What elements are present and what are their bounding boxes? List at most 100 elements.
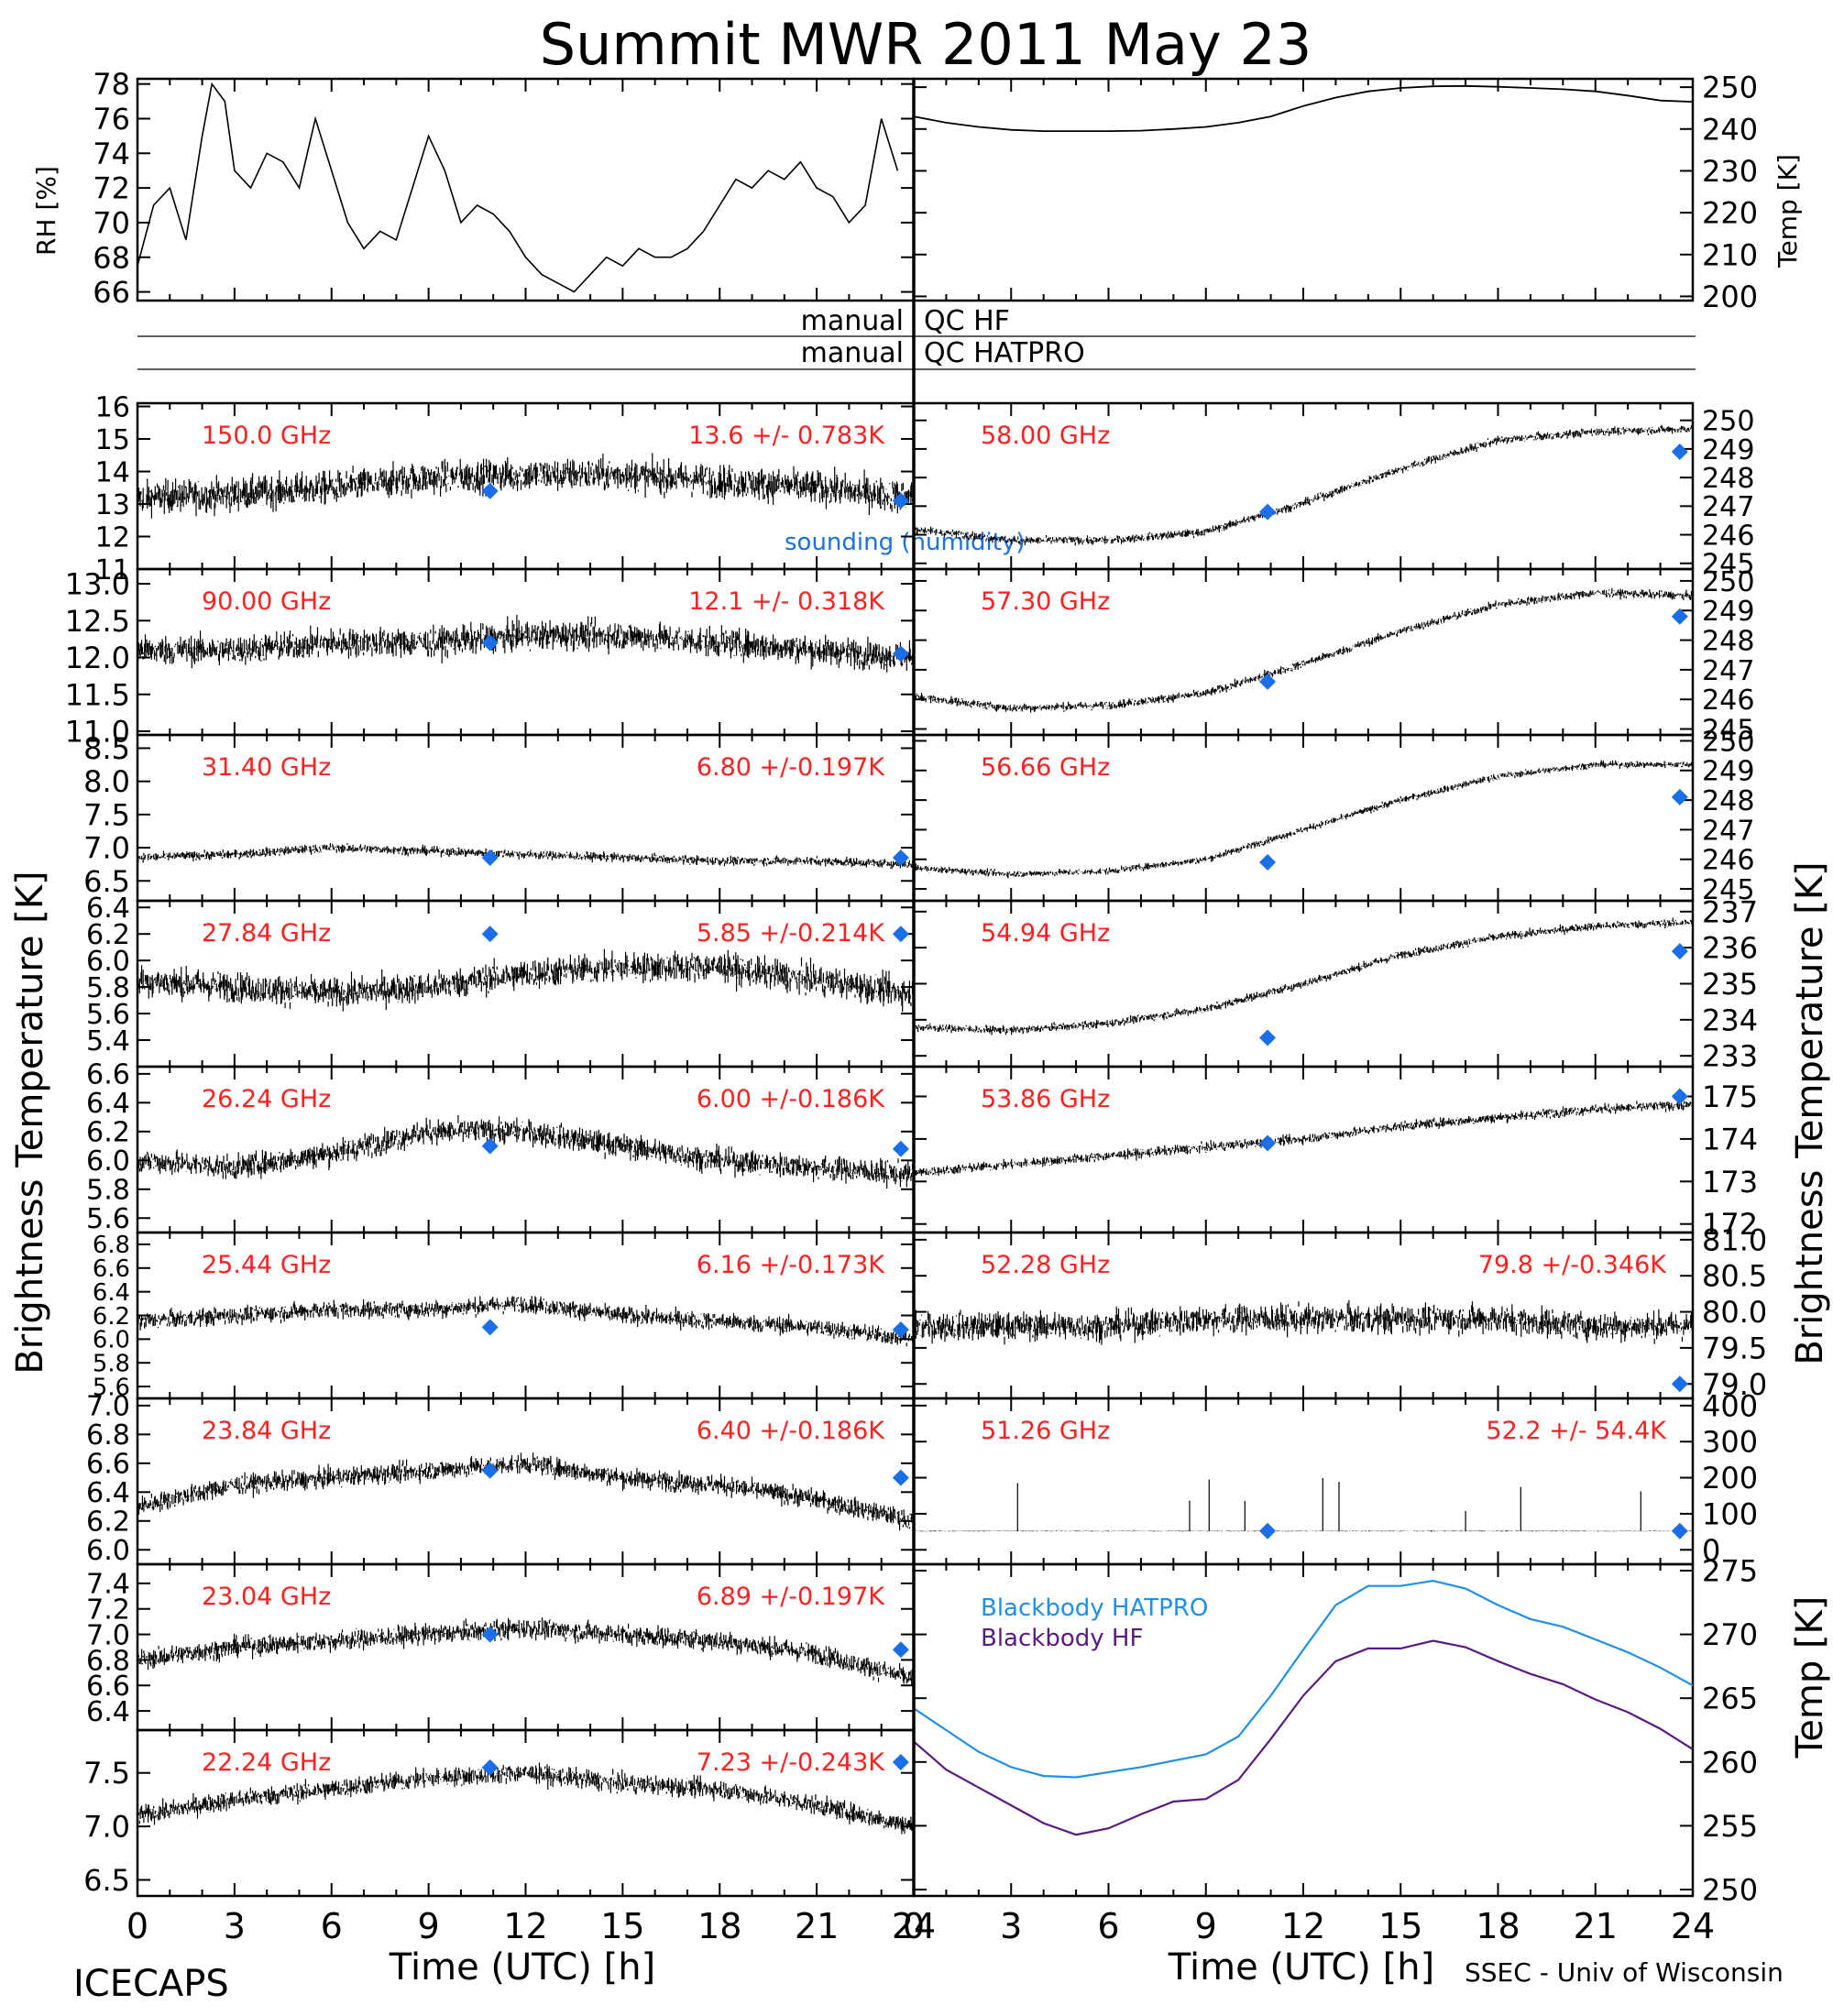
- panel-frame-rh: [136, 77, 916, 302]
- stat-label: 6.80 +/-0.197K: [697, 753, 885, 782]
- blackbody-series-1: [913, 1639, 1694, 1836]
- y-tick-label: 6.4: [86, 1696, 130, 1728]
- sounding-point: [1671, 608, 1688, 625]
- y-tick-label: 78: [93, 67, 130, 102]
- y-tick-label: 249: [1702, 596, 1755, 628]
- data-trace-ch_2624: [137, 1115, 915, 1189]
- y-tick-label: 6.6: [93, 1255, 130, 1283]
- y-tick-label: 245: [1702, 549, 1755, 581]
- frequency-label: 51.26 GHz: [981, 1417, 1110, 1445]
- y-tick-label: 13.0: [65, 567, 130, 602]
- figure-title: Summit MWR 2011 May 23: [540, 11, 1312, 78]
- y-tick-label: 5.6: [93, 1374, 130, 1401]
- sounding-point: [892, 1641, 909, 1659]
- x-tick-label: 24: [1671, 1906, 1715, 1946]
- temp-axis-label: Temp [K]: [1773, 154, 1803, 268]
- legend-blackbody-hf: Blackbody HF: [981, 1625, 1143, 1652]
- y-tick-label: 250: [1702, 726, 1755, 758]
- qc-hf-right: QC HF: [924, 305, 1010, 337]
- y-tick-label: 200: [1702, 1461, 1758, 1496]
- y-tick-label: 234: [1702, 1003, 1758, 1037]
- rh-line: [137, 82, 899, 293]
- x-tick-label: 3: [1000, 1906, 1022, 1946]
- y-tick-label: 70: [93, 205, 130, 240]
- y-tick-label: 250: [1702, 566, 1755, 598]
- y-tick-label: 0: [1702, 1533, 1720, 1568]
- y-tick-label: 16: [95, 391, 130, 423]
- y-tick-label: 80.0: [1702, 1295, 1767, 1330]
- y-tick-label: 6.5: [83, 1863, 130, 1898]
- y-tick-label: 6.6: [86, 1449, 130, 1481]
- x-tick-label: 24: [892, 1906, 936, 1946]
- sounding-point: [481, 926, 499, 943]
- x-tick-label: 21: [1574, 1906, 1618, 1946]
- y-tick-label: 13: [95, 489, 130, 521]
- panel-ch_5228: 79.079.580.080.581.0 52.28 GHz 79.8 +/-0.3…: [912, 1222, 1767, 1402]
- sounding-point: [481, 634, 499, 652]
- y-tick-label: 68: [93, 240, 130, 275]
- x-tick-label: 9: [418, 1906, 440, 1946]
- y-tick-label: 66: [93, 275, 130, 310]
- y-tick-label: 81.0: [1702, 1222, 1767, 1257]
- y-tick-label: 80.5: [1702, 1259, 1767, 1294]
- y-tick-label: 6.6: [86, 1059, 130, 1091]
- y-tick-label: 255: [1702, 1809, 1758, 1844]
- y-tick-label: 7.4: [86, 1569, 130, 1601]
- sounding-point: [481, 1137, 499, 1155]
- y-tick-label: 5.6: [86, 999, 130, 1031]
- y-tick-label: 237: [1702, 894, 1758, 929]
- y-tick-label: 79.5: [1702, 1331, 1767, 1365]
- y-tick-label: 246: [1702, 685, 1755, 717]
- stat-label: 6.00 +/-0.186K: [697, 1085, 885, 1113]
- y-tick-label: 275: [1702, 1553, 1758, 1588]
- y-tick-label: 14: [95, 456, 130, 488]
- sounding-point: [1671, 1375, 1688, 1393]
- y-tick-label: 5.8: [86, 972, 130, 1004]
- y-tick-label: 6.0: [86, 1145, 130, 1178]
- frequency-label: 53.86 GHz: [981, 1085, 1110, 1113]
- stat-label: 13.6 +/- 0.783K: [688, 422, 885, 450]
- stat-label: 79.8 +/-0.346K: [1478, 1251, 1667, 1279]
- sounding-point: [1259, 1134, 1277, 1152]
- y-tick-label: 400: [1702, 1388, 1758, 1423]
- sounding-point: [892, 645, 909, 663]
- sounding-point: [1671, 1088, 1688, 1105]
- sounding-point: [892, 1469, 909, 1486]
- legend-blackbody-hatpro: Blackbody HATPRO: [981, 1594, 1208, 1622]
- x-tick-label: 18: [1476, 1906, 1520, 1946]
- stat-label: 6.16 +/-0.173K: [697, 1251, 885, 1279]
- x-tick-label: 12: [1281, 1906, 1325, 1946]
- panel-frame-temp: [912, 77, 1695, 302]
- y-tick-label: 246: [1702, 520, 1755, 552]
- y-tick-label: 7.5: [83, 797, 130, 832]
- y-tick-label: 248: [1702, 463, 1755, 495]
- blackbody-temp-label: Temp [K]: [1789, 1596, 1831, 1759]
- y-tick-label: 11.5: [65, 677, 130, 712]
- x-tick-label: 15: [600, 1906, 644, 1946]
- frequency-label: 25.44 GHz: [202, 1251, 331, 1279]
- sounding-point: [1259, 503, 1277, 520]
- x-tick-label: 12: [503, 1906, 547, 1946]
- y-tick-label: 8.0: [83, 764, 130, 799]
- y-tick-label: 12: [95, 521, 130, 553]
- y-tick-label: 210: [1702, 237, 1758, 272]
- qc-hatpro-left: manual: [801, 337, 904, 369]
- qc-hf-left: manual: [801, 305, 904, 337]
- sounding-point: [892, 1140, 909, 1157]
- y-tick-label: 6.8: [93, 1232, 130, 1259]
- sounding-point: [481, 1759, 499, 1776]
- data-trace-ch_3140: [137, 843, 915, 870]
- data-trace-ch_90: [137, 614, 915, 673]
- y-tick-label: 230: [1702, 154, 1758, 189]
- y-tick-label: 246: [1702, 845, 1755, 877]
- y-tick-label: 15: [95, 424, 130, 456]
- y-tick-label: 245: [1702, 874, 1755, 906]
- stat-label: 7.23 +/-0.243K: [697, 1748, 885, 1777]
- x-tick-label: 6: [321, 1906, 343, 1946]
- y-tick-label: 72: [93, 171, 130, 206]
- y-tick-label: 175: [1702, 1079, 1758, 1114]
- y-tick-label: 6.6: [86, 1671, 130, 1703]
- y-tick-label: 79.0: [1702, 1367, 1767, 1402]
